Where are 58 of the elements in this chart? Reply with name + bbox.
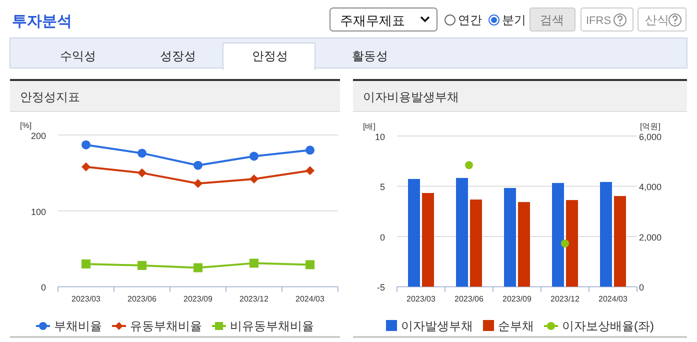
x-tick-label: 2023/12 xyxy=(550,294,580,304)
point xyxy=(194,160,202,170)
x-tick-label: 2023/09 xyxy=(184,294,214,304)
y-tick-label: -5 xyxy=(376,282,385,293)
legend-label: 유동부채비율 xyxy=(130,319,202,333)
point xyxy=(306,146,314,155)
point xyxy=(82,162,90,172)
point xyxy=(306,166,314,176)
y-tick-label: 10 xyxy=(374,132,385,142)
text: 투자분석 xyxy=(12,13,72,30)
x-tick-label: 2024/03 xyxy=(296,294,326,304)
x-tick-label: 2024/03 xyxy=(598,294,628,304)
text: 안정성 xyxy=(252,49,288,63)
y-tick-label: 5 xyxy=(380,182,385,192)
text: 분기 xyxy=(502,13,526,27)
legend-label: 이자보상배율(좌) xyxy=(562,319,654,333)
y2-tick-label: 4,000 xyxy=(639,182,662,192)
point xyxy=(250,258,258,268)
x-tick-label: 2023/03 xyxy=(72,294,102,304)
y2-axis-title: [억원] xyxy=(640,122,660,131)
legend-label: 부채비율 xyxy=(54,319,102,333)
text: 검색 xyxy=(540,13,564,27)
x-tick-label: 2023/06 xyxy=(454,294,484,304)
point xyxy=(250,152,258,161)
text: 활동성 xyxy=(352,49,388,63)
point xyxy=(138,260,146,270)
chart-title: 이자비용발생부채 xyxy=(363,90,459,104)
x-tick-label: 2023/06 xyxy=(128,294,158,304)
legend-label: 순부채 xyxy=(498,319,534,333)
legend-label: 이자발생부채 xyxy=(401,319,473,333)
x-tick-label: 2023/09 xyxy=(502,294,532,304)
y-tick-label: 100 xyxy=(30,206,46,217)
text: 수익성 xyxy=(60,49,96,63)
x-tick-label: 2023/03 xyxy=(406,294,436,304)
point xyxy=(82,259,90,268)
point xyxy=(194,179,202,188)
text: 주재무제표 xyxy=(340,13,405,28)
chart-title: 안정성지표 xyxy=(20,90,80,104)
y-tick-label: 200 xyxy=(30,131,46,141)
x-tick-label: 2023/12 xyxy=(240,294,270,304)
y-axis-title: [%] xyxy=(20,121,32,130)
y-tick-label: 0 xyxy=(40,282,46,293)
y2-tick-label: 2,000 xyxy=(639,232,662,242)
text: 연간 xyxy=(458,13,482,27)
point xyxy=(82,140,90,150)
text: 성장성 xyxy=(160,49,196,63)
point xyxy=(306,260,314,270)
text: 산식 xyxy=(645,13,669,27)
point xyxy=(250,174,258,184)
y-axis-title: [배] xyxy=(363,122,376,131)
y2-tick-label: 0 xyxy=(639,282,644,293)
y2-tick-label: 6,000 xyxy=(639,132,662,142)
text: IFRS xyxy=(586,15,612,27)
point xyxy=(138,148,146,158)
point xyxy=(194,263,202,272)
point xyxy=(138,168,146,178)
y-tick-label: 0 xyxy=(380,232,385,242)
legend-label: 비유동부채비율 xyxy=(230,319,314,333)
